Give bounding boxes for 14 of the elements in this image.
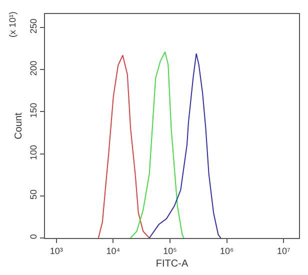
x-tick-label: 10⁷: [277, 246, 290, 256]
y-tick-label: 50: [28, 190, 38, 200]
x-axis-title: FITC-A: [156, 258, 188, 270]
y-tick-label: 100: [28, 144, 38, 160]
x-tick-label: 10³: [50, 246, 63, 256]
x-tick-label: 10⁶: [220, 246, 234, 256]
text: (x 10¹): [7, 11, 18, 38]
x-tick-label: 10⁴: [106, 246, 120, 256]
y-axis-title: Count: [13, 112, 24, 140]
y-tick-label: 250: [28, 18, 38, 34]
y-tick-label: 200: [28, 60, 38, 76]
x-tick-label: 10⁵: [163, 246, 178, 256]
y-tick-label: 150: [28, 102, 38, 118]
y-tick-label: 0: [28, 234, 38, 240]
